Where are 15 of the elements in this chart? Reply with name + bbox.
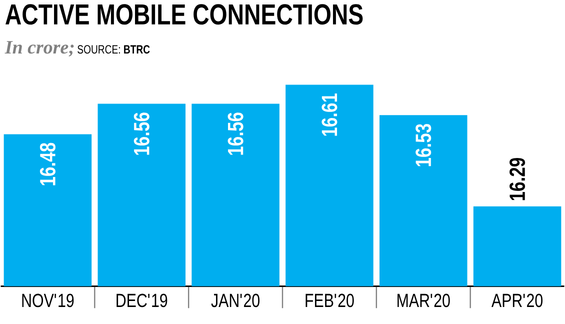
data-label: 16.56	[134, 112, 150, 155]
data-label: 16.61	[322, 93, 338, 136]
data-label: 16.48	[40, 142, 56, 186]
x-tick-label: JAN'20	[211, 294, 260, 308]
source-note: SOURCE: BTRC	[78, 45, 150, 54]
data-label: 16.29	[510, 158, 526, 200]
data-label: 16.53	[416, 124, 432, 166]
x-tick-label: MAR'20	[398, 294, 450, 308]
x-tick-label: FEB'20	[306, 294, 354, 308]
x-tick-label: NOV'19	[22, 294, 74, 308]
x-tick-label: DEC'19	[116, 294, 168, 308]
data-label: 16.56	[228, 112, 244, 155]
chart-subtitle: In crore;	[4, 41, 74, 56]
x-tick-label: APR'20	[492, 294, 543, 308]
chart-title: ACTIVE MOBILE CONNECTIONS	[6, 4, 363, 25]
